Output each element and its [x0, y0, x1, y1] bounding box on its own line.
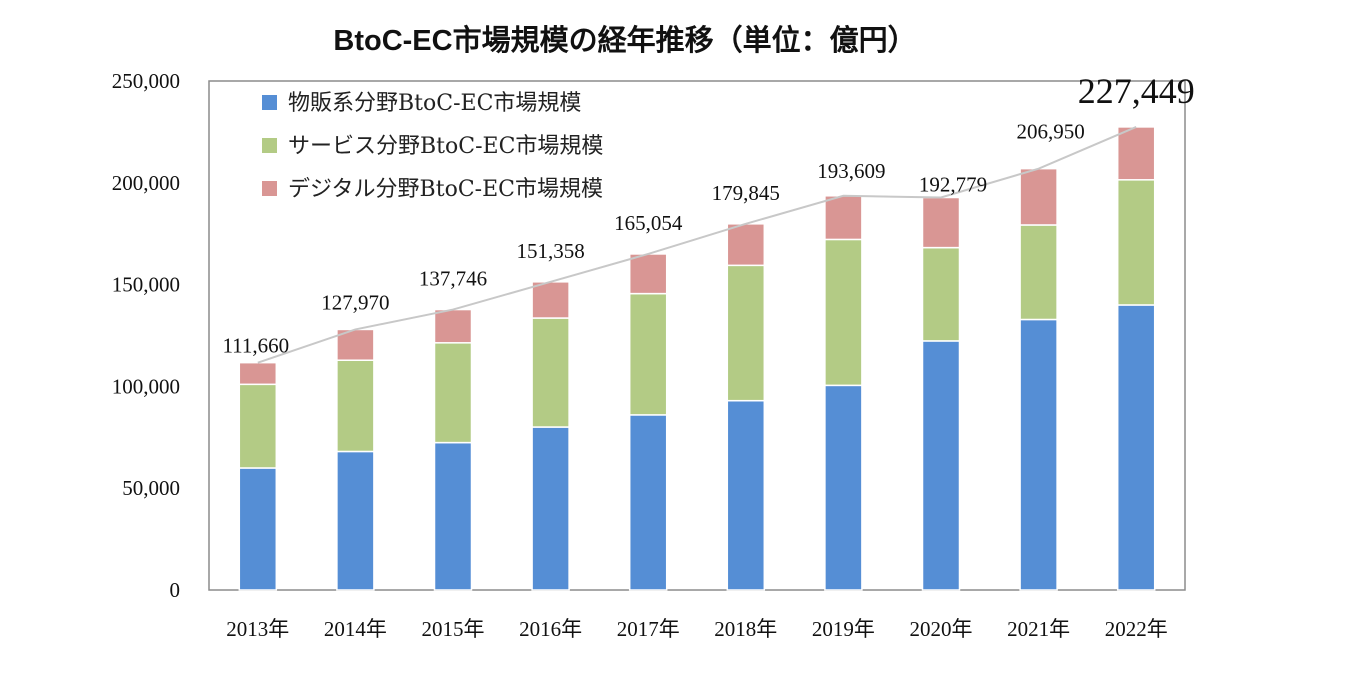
total-label: 127,970 — [321, 290, 389, 314]
x-tick-label: 2020年 — [910, 617, 973, 641]
bar-segment-goods — [336, 450, 375, 591]
x-tick-label: 2022年 — [1105, 617, 1168, 641]
bar-segment-service — [921, 246, 961, 342]
bar-segment-goods — [921, 340, 961, 591]
total-label: 193,609 — [817, 159, 885, 183]
y-tick-label: 0 — [170, 578, 181, 602]
bar-segment-goods — [433, 441, 473, 591]
legend-swatch — [262, 95, 277, 110]
bar-segment-goods — [824, 384, 863, 591]
bar-segment-digital — [921, 196, 961, 249]
total-trend-polyline — [257, 125, 1137, 364]
bar-segment-digital — [1116, 126, 1156, 181]
total-label: 137,746 — [419, 267, 487, 291]
bar-segment-goods — [1019, 318, 1058, 591]
bar-segment-goods — [531, 426, 570, 591]
x-axis-ticks: 2013年 2014年 2015年 2016年 2017年 2018年 2019年 2020年… — [226, 617, 1167, 641]
x-tick-label: 2013年 — [226, 617, 289, 641]
legend: 物販系分野BtoC-EC市場規模サービス分野BtoC-EC市場規模デジタル分野B… — [262, 91, 603, 202]
total-label: 227,449 — [1078, 71, 1195, 111]
total-labels: 111,660 127,970 137,746 151,358 165,054 179,8… — [222, 71, 1194, 358]
x-tick-label: 2019年 — [812, 617, 875, 641]
legend-label: サービス分野BtoC-EC市場規模 — [288, 134, 603, 159]
x-tick-label: 2015年 — [422, 617, 485, 641]
x-tick-label: 2016年 — [519, 617, 582, 641]
y-tick-label: 50,000 — [122, 476, 180, 500]
bar-segment-service — [433, 342, 473, 444]
bar-segment-service — [726, 264, 766, 402]
y-axis-ticks: 0 50,000 100,000 150,000 200,000 250,000 — [112, 69, 180, 602]
bar-segment-service — [238, 383, 278, 469]
x-tick-label: 2014年 — [324, 617, 387, 641]
total-label: 111,660 — [222, 334, 289, 358]
legend-swatch — [262, 138, 277, 153]
total-label: 151,358 — [516, 239, 584, 263]
bar-segment-digital — [824, 195, 863, 241]
bar-segment-service — [628, 292, 668, 416]
bar-segment-digital — [1019, 167, 1058, 226]
bar-segment-goods — [238, 467, 278, 591]
total-trend-line — [257, 125, 1137, 364]
x-tick-label: 2021年 — [1007, 617, 1070, 641]
bar-segment-service — [824, 238, 863, 387]
chart-title: BtoC-EC市場規模の経年推移（単位：億円） — [333, 23, 916, 57]
bar-segment-goods — [628, 414, 668, 591]
bar-segment-service — [336, 359, 375, 453]
bar-segment-goods — [726, 399, 766, 591]
bar-segment-digital — [238, 361, 278, 386]
y-tick-label: 150,000 — [112, 273, 180, 297]
bars — [238, 126, 1156, 591]
y-tick-label: 200,000 — [112, 171, 180, 195]
bar-segment-digital — [726, 223, 766, 267]
bar-segment-service — [1116, 179, 1156, 306]
total-label: 206,950 — [1016, 120, 1084, 144]
bar-segment-service — [531, 317, 570, 428]
x-tick-label: 2017年 — [617, 617, 680, 641]
y-tick-label: 250,000 — [112, 69, 180, 93]
x-tick-label: 2018年 — [714, 617, 777, 641]
legend-label: デジタル分野BtoC-EC市場規模 — [288, 177, 603, 202]
total-label: 165,054 — [614, 211, 683, 235]
legend-label: 物販系分野BtoC-EC市場規模 — [288, 91, 581, 116]
total-label: 179,845 — [712, 181, 780, 205]
y-tick-label: 100,000 — [112, 374, 180, 398]
legend-swatch — [262, 181, 277, 196]
bar-segment-digital — [531, 281, 570, 319]
bar-segment-goods — [1116, 304, 1156, 591]
bar-segment-service — [1019, 224, 1058, 321]
bar-segment-digital — [433, 308, 473, 344]
total-label: 192,779 — [919, 173, 987, 197]
bar-segment-digital — [628, 253, 668, 295]
